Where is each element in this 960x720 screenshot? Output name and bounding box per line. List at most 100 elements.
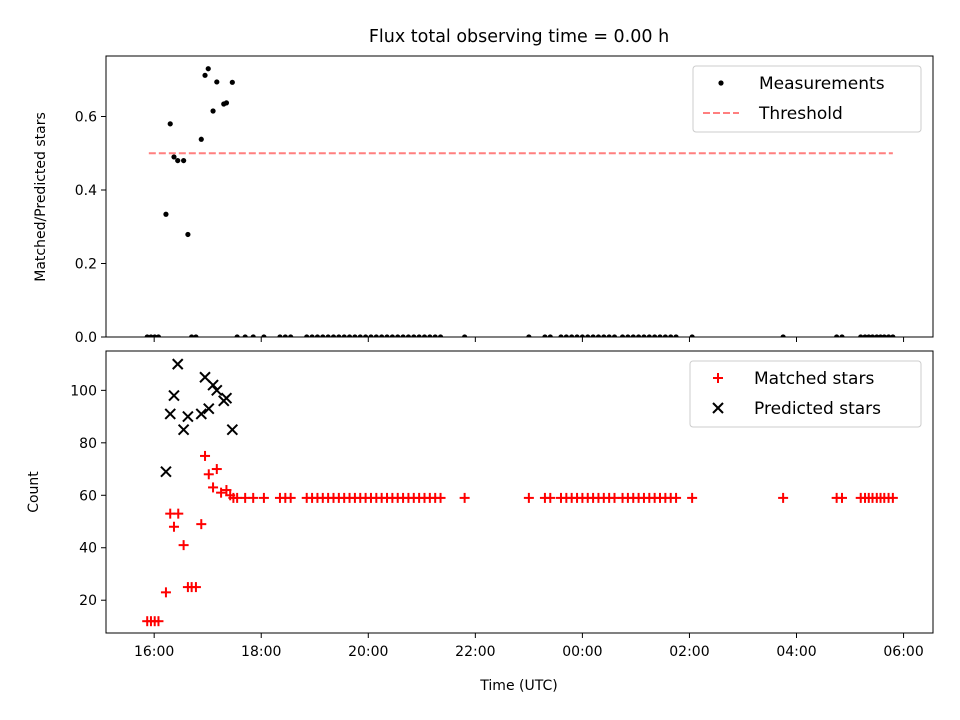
predicted-stars-point-9-b [207,379,219,391]
measurements-point-44 [395,334,401,337]
bottom-y-axis-label: Count [26,471,42,513]
measurements-point-29 [314,334,321,337]
measurements-point-46 [405,334,412,337]
top-y-tick-label-2: 0.4 [75,183,97,199]
predicted-stars-point-3-b [172,358,184,370]
x-tick-label-1: 18:00 [241,644,281,660]
measurements-point-17 [229,79,235,85]
top-y-tick-label-3: 0.6 [75,109,97,125]
top-legend-marker-0 [718,80,724,86]
measurements-point-52 [437,334,444,337]
matched-stars-point-17 [216,487,227,498]
matched-stars-point-12 [196,519,207,530]
measurements-point-61 [579,334,585,337]
measurements-point-21 [242,334,248,337]
measurements-point-48 [416,334,422,337]
measurements-point-59 [569,334,575,337]
measurements-point-39 [368,334,374,337]
measurements-point-34 [341,334,347,337]
measurements-point-7 [175,157,181,164]
top-y-tick-label-0: 0.0 [75,330,97,346]
matched-stars-point-16 [211,464,222,475]
top-legend: Measurements Threshold [692,65,922,133]
predicted-stars-point-12-b [220,392,233,404]
measurements-point-60 [574,334,580,337]
measurements-point-27 [304,334,310,337]
matched-stars-point-83 [837,492,848,503]
measurements-point-72 [641,334,647,337]
measurements-point-18 [189,334,195,337]
measurements-point-25 [282,334,288,337]
bottom-panel: Count 16:00 18:00 20:00 22:00 00:00 02:00 04:0… [26,350,934,660]
matched-stars-point-55 [523,492,534,503]
bottom-legend-marker-0 [713,373,723,383]
measurements-point-90 [885,334,892,337]
predicted-stars-point-13 [226,423,239,436]
measurements-point-91 [890,334,896,337]
measurements-point-51 [432,334,438,337]
measurements-point-28 [309,334,315,337]
predicted-stars-point-2 [168,389,180,402]
x-tick-label-7: 06:00 [883,644,923,660]
x-tick-label-5: 02:00 [669,644,709,660]
measurements-point-55 [542,334,548,337]
measurements-point-81 [834,334,840,337]
measurements-point-73 [646,334,652,337]
measurements-point-64 [595,334,602,337]
measurements-point-37 [357,334,363,337]
measurements-point-5 [167,121,173,127]
measurements-point-20 [234,334,240,337]
measurements-point-42 [384,334,390,337]
predicted-stars-point-2-b [168,389,180,402]
matched-stars-point-7 [173,508,184,519]
measurements-point-43 [389,334,395,337]
matched-stars-point-8 [178,540,189,551]
matched-stars-point-15 [208,482,219,493]
measurements-point-68 [619,334,626,337]
measurements-point-12 [205,66,211,72]
measurements-point-77 [668,334,674,337]
matched-stars-point-4 [160,587,171,598]
matched-stars-point-54 [459,492,470,503]
measurements-point-56 [547,334,553,337]
measurements-point-33 [336,334,342,337]
measurements-point-86 [869,334,876,337]
predicted-stars-point-13-b [226,423,239,436]
measurements-point-53 [462,334,468,337]
matched-stars-point-80 [687,492,698,503]
matched-stars-point-27 [285,492,296,503]
predicted-stars-point-5 [182,410,194,423]
matched-stars-point-3 [153,616,164,627]
top-legend-label-1: Threshold [758,104,843,124]
measurements-point-79 [689,334,695,337]
measurements-point-65 [601,334,607,337]
measurements-point-67 [611,334,618,337]
bottom-data-layer [142,358,898,627]
x-tick-label-3: 22:00 [455,644,495,660]
predicted-stars-point-8-b [203,403,215,415]
x-axis-label: Time (UTC) [479,678,557,694]
measurements-point-58 [563,334,569,337]
measurements-point-11 [202,72,208,78]
predicted-stars-point-5-b [182,410,194,423]
measurements-point-89 [881,334,887,337]
matched-stars-point-18 [221,485,232,496]
bottom-y-tick-label-4: 100 [70,383,97,399]
x-tick-label-4: 00:00 [562,644,602,660]
measurements-point-24 [277,334,283,337]
bottom-legend: Matched stars Predicted stars [689,360,922,428]
measurements-point-45 [400,334,406,337]
top-y-tick-label-1: 0.2 [75,256,97,272]
measurements-point-62 [585,334,591,337]
measurements-point-40 [373,334,379,337]
measurements-point-6 [171,154,177,160]
measurements-point-16 [223,100,230,106]
measurements-point-32 [330,334,337,337]
bottom-legend-marker-1-b [712,402,724,414]
predicted-stars-point-9 [207,379,219,391]
top-legend-box [692,65,922,133]
bottom-legend-box [689,360,922,428]
predicted-stars-point-7-b [199,371,211,383]
matched-stars-point-23 [248,492,259,503]
measurements-point-49 [421,334,428,337]
